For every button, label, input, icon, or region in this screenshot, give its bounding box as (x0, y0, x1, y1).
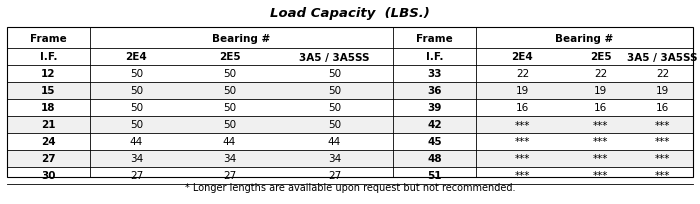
Text: 16: 16 (594, 103, 607, 113)
Text: 2E4: 2E4 (512, 52, 533, 62)
Text: 19: 19 (594, 86, 607, 96)
Text: 15: 15 (41, 86, 56, 96)
Text: 16: 16 (516, 103, 529, 113)
Bar (7, 66, 693, 83)
Text: 50: 50 (223, 86, 236, 96)
Bar (7, 133, 693, 150)
Text: * Longer lengths are available upon request but not recommended.: * Longer lengths are available upon requ… (185, 182, 515, 192)
Text: 45: 45 (427, 137, 442, 147)
Text: 34: 34 (328, 154, 341, 164)
Text: 50: 50 (328, 120, 341, 130)
Text: ***: *** (514, 137, 530, 147)
Text: 12: 12 (41, 69, 56, 79)
Text: 51: 51 (427, 171, 442, 181)
Text: ***: *** (593, 120, 608, 130)
Bar (7, 116, 693, 133)
Text: 22: 22 (594, 69, 607, 79)
Text: 44: 44 (130, 137, 143, 147)
Bar (7, 83, 693, 100)
Text: 2E4: 2E4 (125, 52, 148, 62)
Text: Bearing #: Bearing # (212, 33, 271, 43)
Text: 39: 39 (427, 103, 442, 113)
Text: ***: *** (654, 137, 670, 147)
Text: 2E5: 2E5 (589, 52, 611, 62)
Text: 18: 18 (41, 103, 56, 113)
Text: 34: 34 (223, 154, 236, 164)
Text: ***: *** (514, 171, 530, 181)
Text: 48: 48 (427, 154, 442, 164)
Text: ***: *** (514, 154, 530, 164)
Bar (7, 100, 693, 116)
Text: 22: 22 (516, 69, 529, 79)
Text: 27: 27 (223, 171, 236, 181)
Text: 36: 36 (427, 86, 442, 96)
Text: 34: 34 (130, 154, 143, 164)
Text: 21: 21 (41, 120, 56, 130)
Bar (7, 150, 693, 167)
Text: 50: 50 (223, 120, 236, 130)
Text: ***: *** (593, 154, 608, 164)
Text: 50: 50 (223, 103, 236, 113)
Text: 50: 50 (328, 86, 341, 96)
Text: 50: 50 (130, 103, 143, 113)
Bar (7, 28, 693, 177)
Text: 2E5: 2E5 (218, 52, 240, 62)
Text: Bearing #: Bearing # (555, 33, 614, 43)
Text: 50: 50 (328, 69, 341, 79)
Text: Frame: Frame (416, 33, 453, 43)
Text: 30: 30 (41, 171, 56, 181)
Text: 42: 42 (427, 120, 442, 130)
Text: 16: 16 (656, 103, 669, 113)
Text: 27: 27 (328, 171, 341, 181)
Text: 19: 19 (656, 86, 669, 96)
Bar (7, 167, 693, 184)
Text: 33: 33 (427, 69, 442, 79)
Text: 50: 50 (130, 120, 143, 130)
Text: I.F.: I.F. (426, 52, 443, 62)
Text: ***: *** (593, 171, 608, 181)
Text: ***: *** (654, 120, 670, 130)
Text: 3A5 / 3A5SS: 3A5 / 3A5SS (627, 52, 698, 62)
Text: ***: *** (654, 154, 670, 164)
Text: 27: 27 (41, 154, 56, 164)
Text: 44: 44 (328, 137, 341, 147)
Text: Load Capacity  (LBS.): Load Capacity (LBS.) (270, 8, 430, 20)
Text: 22: 22 (656, 69, 669, 79)
Text: ***: *** (654, 171, 670, 181)
Text: ***: *** (514, 120, 530, 130)
Text: 50: 50 (328, 103, 341, 113)
Text: 44: 44 (223, 137, 236, 147)
Text: 50: 50 (223, 69, 236, 79)
Text: Frame: Frame (30, 33, 67, 43)
Text: 3A5 / 3A5SS: 3A5 / 3A5SS (300, 52, 370, 62)
Text: ***: *** (593, 137, 608, 147)
Text: 50: 50 (130, 86, 143, 96)
Text: 19: 19 (516, 86, 529, 96)
Text: I.F.: I.F. (40, 52, 57, 62)
Text: 24: 24 (41, 137, 56, 147)
Text: 27: 27 (130, 171, 143, 181)
Text: 50: 50 (130, 69, 143, 79)
